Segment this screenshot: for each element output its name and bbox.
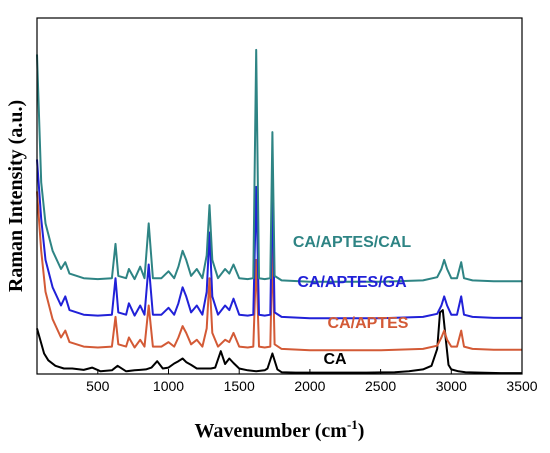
x-ticks: 500 1000 1500 2000 2500 3000 3500 — [86, 369, 538, 394]
y-axis-title: Raman Intensity (a.u.) — [5, 100, 27, 292]
series-label-0: CA — [323, 351, 347, 368]
series-labels: CA CA/APTES CA/APTES/GA CA/APTES/CAL — [293, 234, 411, 368]
series-label-1: CA/APTES — [328, 315, 409, 332]
x-tick-label: 2000 — [294, 378, 325, 394]
series-layer — [36, 48, 522, 375]
series-line-2 — [36, 159, 522, 320]
plot-frame — [36, 17, 523, 375]
series-line-3 — [36, 48, 522, 283]
x-tick-label: 3000 — [436, 378, 467, 394]
x-axis-title: Wavenumber (cm-1) — [195, 417, 365, 442]
x-tick-label: 3500 — [506, 378, 537, 394]
series-label-3: CA/APTES/CAL — [293, 234, 411, 251]
axes-layer — [36, 17, 523, 375]
x-tick-label: 500 — [86, 378, 110, 394]
x-tick-label: 2500 — [365, 378, 396, 394]
x-tick-label: 1500 — [224, 378, 255, 394]
x-tick-label: 1000 — [153, 378, 184, 394]
series-line-0 — [36, 309, 522, 375]
series-line-1 — [36, 191, 522, 352]
series-label-2: CA/APTES/GA — [297, 274, 407, 291]
